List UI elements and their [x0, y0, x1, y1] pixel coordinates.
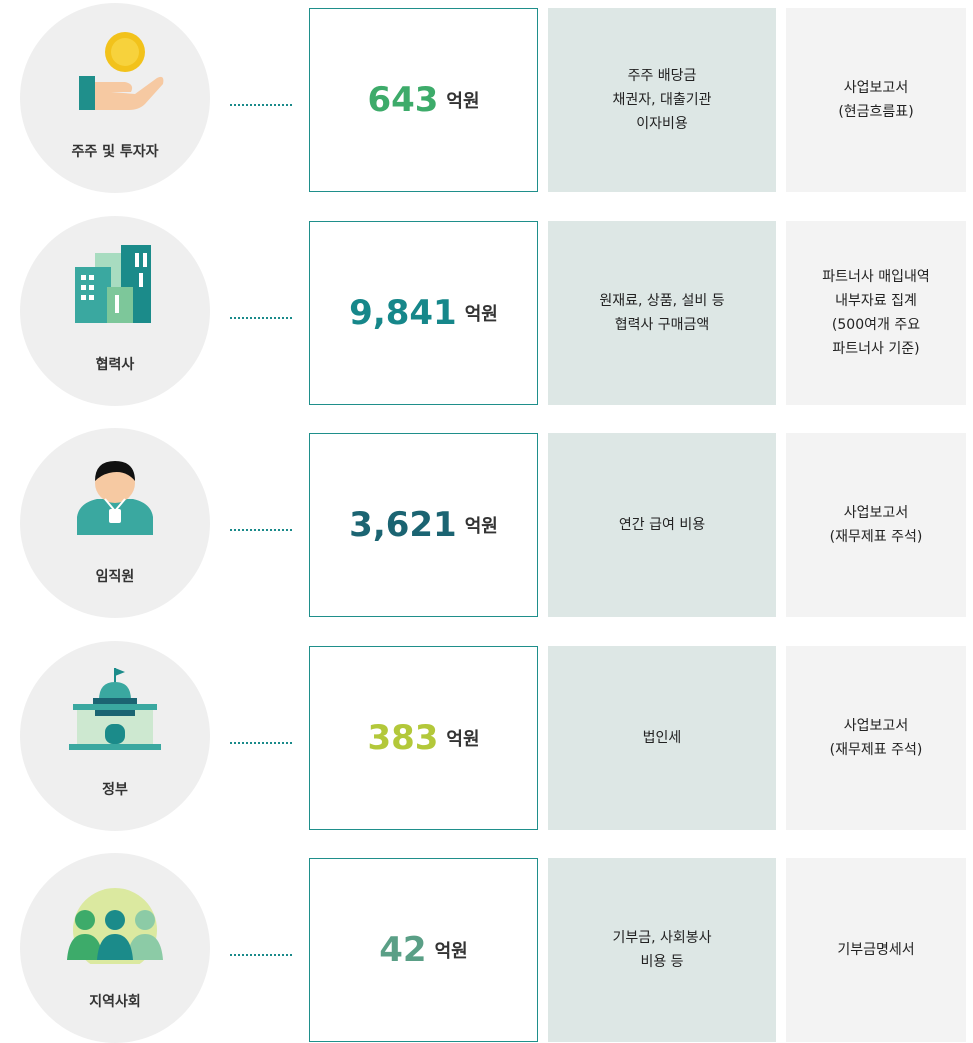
stakeholder-name: 주주 및 투자자 — [71, 144, 159, 160]
description-box: 법인세 — [548, 645, 776, 830]
icon-graphic — [69, 667, 161, 750]
description-line: 이자비용 — [636, 116, 688, 132]
description-line: 협력사 구매금액 — [614, 316, 710, 333]
source-line: 파트너사 기준) — [832, 340, 920, 357]
source-line: (재무제표 주석) — [829, 529, 923, 545]
description-line: 법인세 — [642, 729, 682, 746]
amount-box: 3,621 억원 — [309, 433, 538, 617]
description-line: 원재료, 상품, 설비 등 — [599, 292, 725, 309]
stakeholder-icon — [65, 667, 165, 752]
description-line: 비용 등 — [640, 954, 684, 970]
dotted-connector — [230, 954, 292, 956]
source-box: 사업보고서 (재무제표 주석) — [786, 645, 966, 830]
source-line: 사업보고서 — [843, 717, 909, 734]
source-line: (500여개 주요 — [831, 316, 921, 333]
source-line: 파트너사 매입내역 — [822, 268, 930, 285]
stakeholder-icon — [65, 243, 165, 327]
amount: 3,621 — [349, 505, 457, 545]
description-line: 채권자, 대출기관 — [612, 92, 712, 108]
source-line: 사업보고서 — [843, 80, 909, 96]
amount-box: 383 억원 — [309, 645, 538, 830]
amount-unit: 억원 — [464, 516, 498, 537]
source-box: 사업보고서 (재무제표 주석) — [786, 433, 966, 617]
description-line: 주주 배당금 — [627, 68, 697, 84]
dotted-connector — [230, 316, 292, 319]
stakeholder-name: 협력사 — [95, 356, 135, 373]
icon-graphic — [75, 244, 151, 323]
amount-box: 42 억원 — [309, 858, 538, 1042]
source-box: 기부금명세서 — [786, 858, 966, 1042]
amount: 383 — [367, 717, 439, 758]
amount-unit: 억원 — [446, 91, 480, 112]
stakeholder-name: 정부 — [102, 781, 128, 798]
description-box: 연간 급여 비용 — [548, 433, 776, 617]
stakeholder-name: 임직원 — [95, 569, 135, 585]
stakeholder-icon — [65, 880, 165, 972]
dotted-connector — [230, 529, 292, 531]
icon-graphic — [67, 888, 163, 972]
amount: 643 — [367, 80, 439, 120]
amount: 9,841 — [349, 292, 457, 333]
source-line: 기부금명세서 — [837, 942, 915, 958]
amount-unit: 억원 — [434, 941, 468, 962]
stakeholder-icon — [65, 30, 165, 114]
description-line: 기부금, 사회봉사 — [612, 930, 712, 946]
dotted-connector — [230, 741, 292, 744]
amount-unit: 억원 — [464, 303, 498, 325]
source-box: 사업보고서 (현금흐름표) — [786, 8, 966, 192]
source-line: (재무제표 주석) — [829, 741, 923, 758]
amount-box: 643 억원 — [309, 8, 538, 192]
source-line: 사업보고서 — [843, 505, 909, 521]
stakeholder-icon — [65, 455, 165, 539]
amount-unit: 억원 — [446, 728, 480, 750]
icon-graphic — [77, 461, 153, 535]
description-line: 연간 급여 비용 — [618, 517, 706, 533]
icon-graphic — [79, 32, 164, 110]
source-line: 내부자료 집계 — [835, 292, 917, 309]
source-line: (현금흐름표) — [838, 104, 914, 120]
amount: 42 — [379, 930, 427, 970]
amount-box: 9,841 억원 — [309, 220, 538, 405]
dotted-connector — [230, 104, 292, 106]
stakeholder-name: 지역사회 — [89, 994, 141, 1010]
